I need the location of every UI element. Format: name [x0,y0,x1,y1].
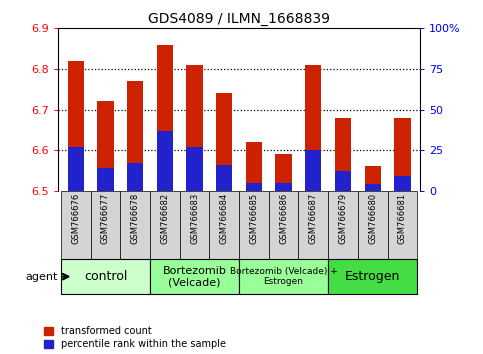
Text: GSM766682: GSM766682 [160,193,170,244]
Bar [365,184,381,191]
Bar [275,183,292,191]
Bar [127,81,143,191]
Bar [150,191,180,259]
Bar [97,168,114,191]
Bar [91,191,120,259]
Bar [97,101,114,191]
Text: Bortezomib (Velcade) +
Estrogen: Bortezomib (Velcade) + Estrogen [230,267,338,286]
Legend: transformed count, percentile rank within the sample: transformed count, percentile rank withi… [43,326,226,349]
Text: Estrogen: Estrogen [345,270,400,283]
Bar [335,118,351,191]
Text: GSM766680: GSM766680 [368,193,377,244]
Bar [269,191,298,259]
Bar [275,154,292,191]
Bar [335,171,351,191]
Text: control: control [84,270,127,283]
Bar [156,45,173,191]
Bar [365,166,381,191]
Bar [127,163,143,191]
Bar [68,147,84,191]
Text: GSM766676: GSM766676 [71,193,80,244]
Text: GSM766683: GSM766683 [190,193,199,244]
Text: GSM766687: GSM766687 [309,193,318,244]
Text: GSM766678: GSM766678 [131,193,140,244]
Bar [186,147,203,191]
Bar [298,191,328,259]
Bar [246,183,262,191]
Text: GSM766684: GSM766684 [220,193,229,244]
Bar [150,259,239,294]
Bar [328,191,358,259]
Text: GSM766685: GSM766685 [249,193,258,244]
Text: agent: agent [25,272,57,282]
Bar [210,191,239,259]
Bar [186,65,203,191]
Bar [387,191,417,259]
Title: GDS4089 / ILMN_1668839: GDS4089 / ILMN_1668839 [148,12,330,26]
Bar [358,191,387,259]
Bar [216,93,232,191]
Bar [61,191,91,259]
Text: GSM766677: GSM766677 [101,193,110,244]
Text: Bortezomib
(Velcade): Bortezomib (Velcade) [163,266,227,287]
Bar [394,118,411,191]
Bar [61,259,150,294]
Bar [328,259,417,294]
Bar [120,191,150,259]
Bar [239,191,269,259]
Bar [216,165,232,191]
Bar [305,150,322,191]
Bar [180,191,210,259]
Bar [394,176,411,191]
Text: GSM766686: GSM766686 [279,193,288,244]
Bar [239,259,328,294]
Text: GSM766681: GSM766681 [398,193,407,244]
Text: GSM766679: GSM766679 [339,193,347,244]
Bar [156,131,173,191]
Bar [305,65,322,191]
Bar [68,61,84,191]
Bar [246,142,262,191]
